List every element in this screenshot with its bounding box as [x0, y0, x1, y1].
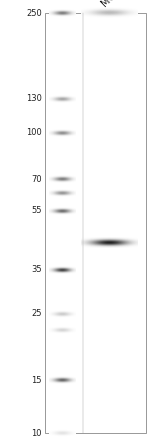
Text: 100: 100 [26, 128, 42, 137]
Text: 55: 55 [32, 206, 42, 215]
Text: MCF-7: MCF-7 [99, 0, 128, 9]
Text: 130: 130 [26, 94, 42, 103]
Text: 10: 10 [32, 429, 42, 438]
Text: 25: 25 [32, 309, 42, 318]
Text: 35: 35 [31, 265, 42, 274]
Text: 250: 250 [26, 9, 42, 18]
Text: 15: 15 [32, 376, 42, 385]
Text: 70: 70 [31, 175, 42, 184]
FancyBboxPatch shape [45, 13, 146, 433]
